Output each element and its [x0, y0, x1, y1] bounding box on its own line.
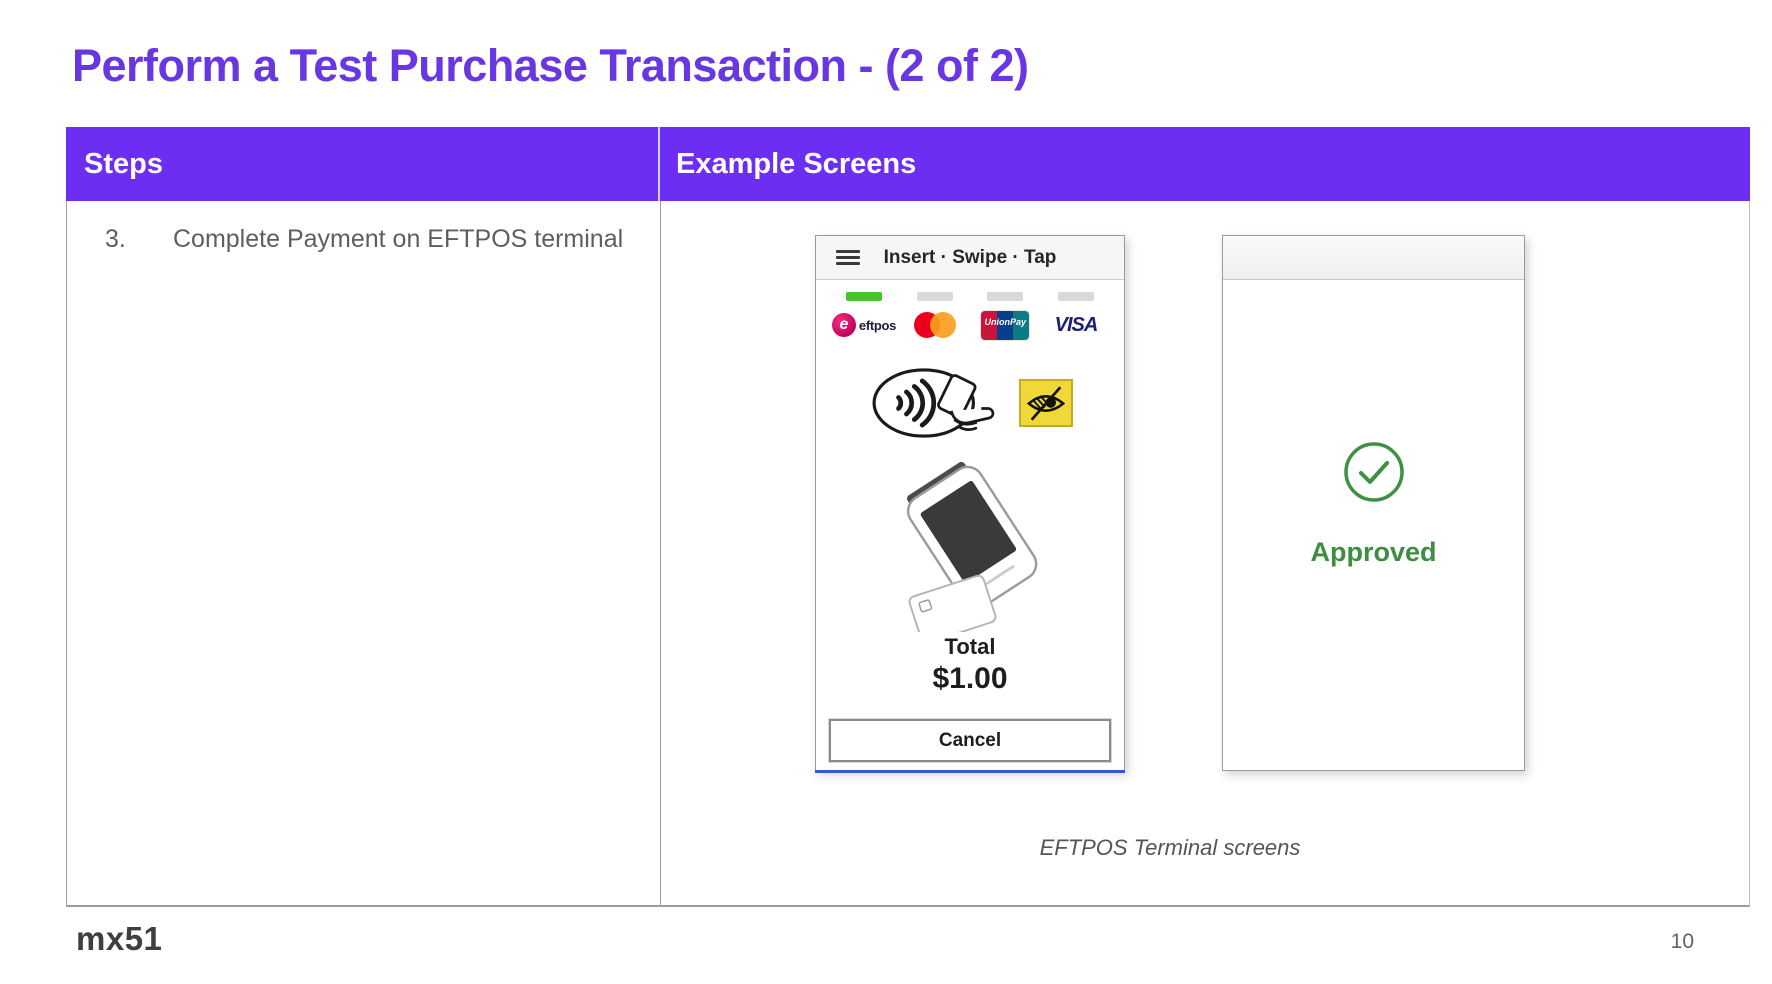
approved-screen-header [1223, 236, 1524, 280]
table-body-row: 3. Complete Payment on EFTPOS terminal I… [66, 201, 1750, 907]
step-number: 3. [105, 225, 126, 253]
column-header-example-screens: Example Screens [676, 147, 917, 180]
column-header-steps: Steps [66, 127, 660, 201]
page-number: 10 [1670, 930, 1694, 953]
total-amount: $1.00 [932, 662, 1008, 695]
visa-indicator [1057, 292, 1094, 301]
screens-caption: EFTPOS Terminal screens [1039, 835, 1301, 860]
mastercard-logo-icon [913, 312, 956, 338]
cancel-button[interactable]: Cancel [828, 718, 1112, 763]
accessibility-mode-off-icon [1019, 379, 1073, 427]
step-item: 3. Complete Payment on EFTPOS terminal [67, 225, 660, 254]
table-header-row: Steps Example Screens [66, 127, 1750, 201]
page-title: Perform a Test Purchase Transaction - (2… [72, 40, 1029, 91]
eftpos-approved-screen: Approved [1222, 235, 1525, 771]
terminal-header: Insert · Swipe · Tap [816, 236, 1124, 280]
scheme-mastercard [903, 292, 967, 340]
card-scheme-row: e eftpos [816, 280, 1124, 340]
mx51-logo: mx51 [76, 920, 163, 957]
tap-instruction-row [816, 360, 1124, 446]
scheme-visa: VISA [1044, 292, 1108, 340]
eftpos-selected-indicator [846, 292, 882, 301]
terminal-with-card-illustration [816, 456, 1124, 632]
steps-table: Steps Example Screens 3. Complete Paymen… [66, 127, 1750, 907]
scheme-eftpos: e eftpos [831, 292, 896, 340]
step-text: Complete Payment on EFTPOS terminal [173, 225, 624, 253]
approved-status: Approved [1223, 280, 1524, 568]
approved-status-text: Approved [1310, 537, 1437, 567]
contactless-tap-icon [872, 368, 995, 438]
scheme-unionpay: UnionPay [973, 292, 1037, 340]
example-screens-cell: Insert · Swipe · Tap e eftpos [661, 201, 1749, 905]
terminal-header-title: Insert · Swipe · Tap [883, 246, 1057, 268]
mastercard-indicator [916, 292, 953, 301]
hamburger-menu-icon[interactable] [836, 247, 860, 268]
visa-logo-icon: VISA [1054, 313, 1099, 336]
total-label: Total [944, 634, 996, 659]
eftpos-payment-screen: Insert · Swipe · Tap e eftpos [815, 235, 1125, 773]
unionpay-indicator [987, 292, 1024, 301]
unionpay-logo-icon: UnionPay [981, 310, 1030, 340]
check-circle-icon [1342, 440, 1406, 509]
screen-bottom-bezel [815, 770, 1125, 773]
steps-cell: 3. Complete Payment on EFTPOS terminal [67, 201, 661, 905]
eftpos-logo-icon: e eftpos [831, 313, 896, 337]
